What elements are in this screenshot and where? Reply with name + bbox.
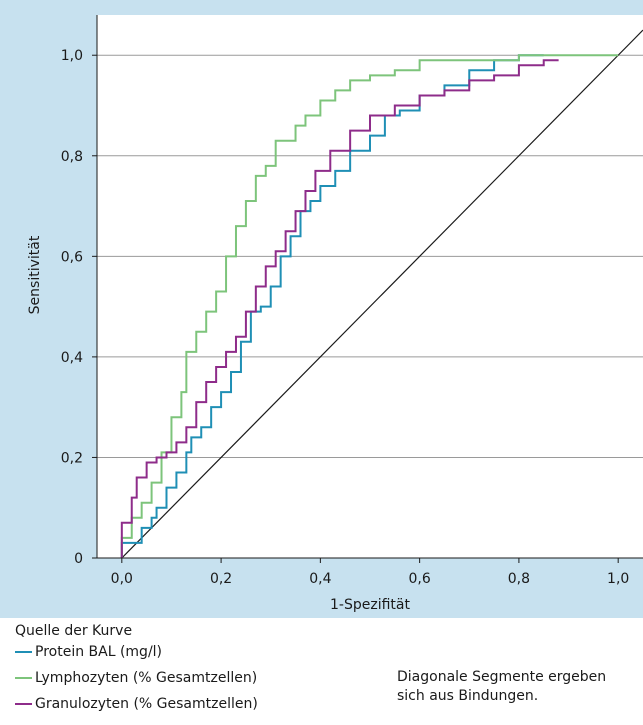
- legend-swatch: [15, 651, 32, 653]
- y-tick-label: 0,4: [61, 350, 83, 366]
- y-ticks: 0 0,2 0,4 0,6 0,8 1,0: [61, 48, 97, 567]
- y-tick-label: 0,2: [61, 450, 83, 466]
- legend-item-protein: Protein BAL (mg/l): [15, 644, 162, 660]
- x-axis-title: 1-Spezifität: [330, 597, 410, 613]
- legend-item-lymphozyten: Lymphozyten (% Gesamtzellen): [15, 670, 257, 686]
- legend-label: Protein BAL (mg/l): [35, 644, 163, 660]
- legend-label: Lymphozyten (% Gesamtzellen): [35, 670, 258, 686]
- y-tick-label: 0,6: [61, 249, 83, 265]
- series-line-1: [120, 54, 619, 558]
- y-axis-title: Sensitivität: [27, 235, 43, 314]
- roc-chart: 0,0 0,2 0,4 0,6 0,8 1,0 0 0,2 0,4 0,6 0,8 1,0 1-Sp…: [27, 15, 643, 613]
- legend-item-granulozyten: Granulozyten (% Gesamtzellen): [15, 696, 258, 712]
- reference-line: [121, 29, 643, 559]
- x-tick-label: 0,2: [210, 571, 232, 587]
- y-tick-label: 1,0: [61, 48, 83, 64]
- legend-swatch: [15, 703, 32, 705]
- x-tick-label: 1,0: [607, 571, 629, 587]
- series-group: [120, 54, 619, 558]
- series-line-2: [120, 59, 559, 558]
- reference-line-group: [121, 29, 643, 559]
- footnote: Diagonale Segmente ergeben sich aus Bind…: [397, 669, 607, 704]
- x-tick-label: 0,8: [508, 571, 530, 587]
- legend-title: Quelle der Kurve: [15, 623, 133, 639]
- legend-label: Granulozyten (% Gesamtzellen): [35, 696, 258, 712]
- y-tick-label: 0: [74, 551, 83, 567]
- legend-swatch: [15, 677, 32, 679]
- x-tick-label: 0,0: [111, 571, 133, 587]
- legend-box: Quelle der Kurve Protein BAL (mg/l) Lymp…: [0, 618, 643, 725]
- plot-area: [97, 15, 643, 558]
- grid-lines: [97, 54, 643, 458]
- x-tick-label: 0,4: [309, 571, 331, 587]
- series-line-0: [120, 54, 544, 558]
- x-tick-label: 0,6: [409, 571, 431, 587]
- y-tick-label: 0,8: [61, 149, 83, 165]
- x-ticks: 0,0 0,2 0,4 0,6 0,8 1,0: [111, 558, 629, 587]
